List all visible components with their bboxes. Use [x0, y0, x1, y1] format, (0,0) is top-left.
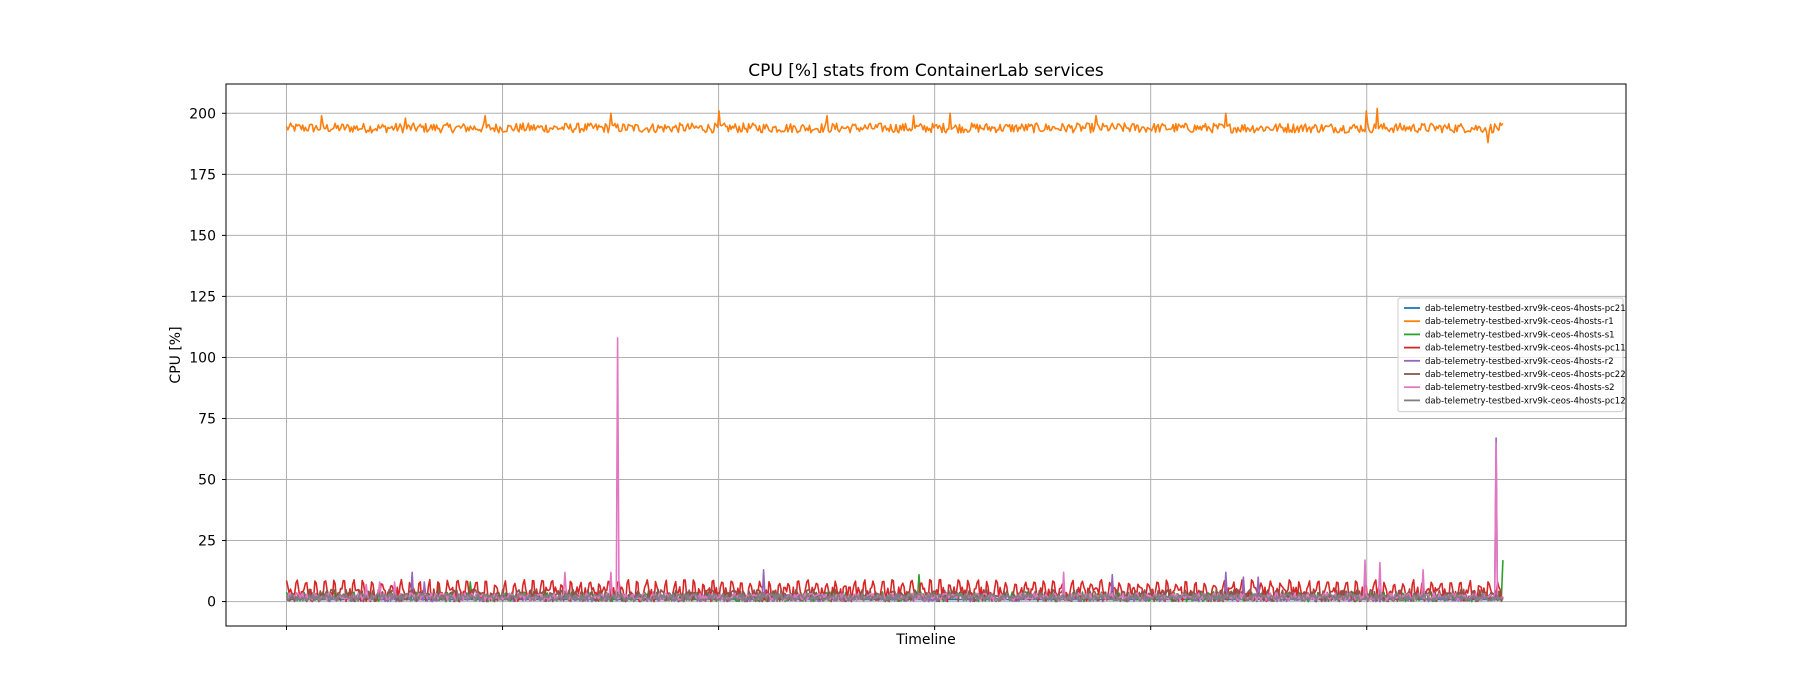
legend-entry: dab-telemetry-testbed-xrv9k-ceos-4hosts-… [1425, 304, 1626, 314]
y-tick-label: 175 [189, 167, 216, 183]
y-axis-label: CPU [%] [168, 326, 184, 383]
legend-entry: dab-telemetry-testbed-xrv9k-ceos-4hosts-… [1425, 357, 1614, 367]
series-lines [285, 107, 1504, 603]
plot-frame [225, 83, 1627, 627]
y-tick-label: 75 [198, 411, 216, 427]
y-tick-label: 150 [189, 228, 216, 244]
chart-legend: dab-telemetry-testbed-xrv9k-ceos-4hosts-… [1397, 297, 1626, 413]
y-tick-label: 0 [207, 595, 216, 611]
y-axis-ticks: 0 25 50 75 100 125 150 175 200 [189, 106, 1368, 630]
legend-entry: dab-telemetry-testbed-xrv9k-ceos-4hosts-… [1425, 330, 1615, 340]
y-tick-label: 25 [198, 534, 216, 550]
y-tick-label: 50 [198, 473, 216, 489]
legend-box [1397, 297, 1624, 413]
series-line [285, 107, 1504, 144]
chart-grid [226, 84, 1626, 626]
y-tick-label: 200 [189, 106, 216, 122]
y-tick-label: 100 [189, 350, 216, 366]
legend-entry: dab-telemetry-testbed-xrv9k-ceos-4hosts-… [1425, 383, 1615, 393]
legend-entry: dab-telemetry-testbed-xrv9k-ceos-4hosts-… [1425, 344, 1626, 354]
x-axis-label: Timeline [895, 632, 956, 648]
legend-entry: dab-telemetry-testbed-xrv9k-ceos-4hosts-… [1425, 396, 1626, 406]
y-tick-label: 125 [189, 289, 216, 305]
legend-entry: dab-telemetry-testbed-xrv9k-ceos-4hosts-… [1425, 370, 1626, 380]
series-line [285, 337, 1504, 602]
series-line [285, 592, 1504, 602]
legend-entry: dab-telemetry-testbed-xrv9k-ceos-4hosts-… [1425, 317, 1614, 327]
series-line [285, 437, 1503, 603]
chart-title: CPU [%] stats from ContainerLab services [748, 61, 1104, 81]
